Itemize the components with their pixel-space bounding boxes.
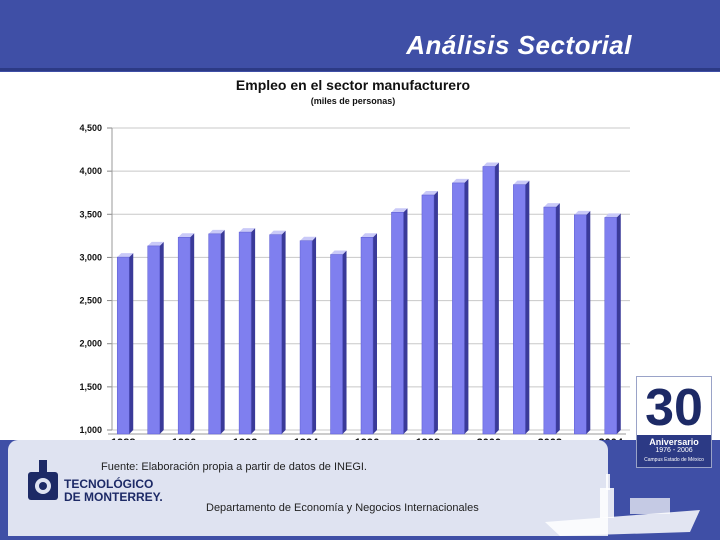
bar xyxy=(482,166,496,435)
y-tick-label: 4,500 xyxy=(79,123,102,133)
bar-top xyxy=(574,210,591,215)
bar-top xyxy=(178,233,195,238)
bar-side xyxy=(616,213,621,434)
bar xyxy=(604,217,618,435)
bar-side xyxy=(220,229,225,434)
y-tick-label: 2,500 xyxy=(79,296,102,306)
badge-line-1: Aniversario xyxy=(649,437,699,447)
bar xyxy=(574,214,587,435)
bar-side xyxy=(129,253,134,434)
x-tick-label: 1994 xyxy=(294,437,319,442)
bar-top xyxy=(361,233,377,238)
x-tick-label: 2000 xyxy=(477,437,501,442)
bar-top xyxy=(208,229,225,234)
page-title: Análisis Sectorial xyxy=(406,30,632,60)
bar-side xyxy=(159,241,164,434)
anniversary-badge: 30 Aniversario 1976 - 2006 Campus Estado… xyxy=(636,376,712,468)
source-note: Fuente: Elaboración propia a partir de d… xyxy=(101,461,367,473)
y-tick-label: 3,500 xyxy=(79,209,102,219)
bar-top xyxy=(604,213,621,218)
header-bar xyxy=(0,0,720,72)
bar-top xyxy=(543,203,560,208)
bar-top xyxy=(452,178,469,183)
logo-line-1: TECNOLÓGICO xyxy=(64,477,154,491)
bar xyxy=(543,206,557,435)
bar-side xyxy=(403,208,408,434)
x-tick-label: 1990 xyxy=(172,437,196,442)
ship-illustration-icon xyxy=(540,470,710,545)
y-tick-label: 3,000 xyxy=(79,252,102,262)
x-tick-label: 1998 xyxy=(416,437,440,442)
bar-top xyxy=(330,250,347,255)
bar-side xyxy=(464,178,469,434)
chart-title: Empleo en el sector manufacturero xyxy=(236,77,470,93)
bar-top xyxy=(300,236,317,241)
badge-band xyxy=(637,435,711,467)
bar xyxy=(238,231,252,435)
bar xyxy=(360,237,374,435)
bar-side xyxy=(494,162,499,434)
y-tick-label: 2,000 xyxy=(79,339,102,349)
bar-chart: Empleo en el sector manufacturero (miles… xyxy=(79,77,630,442)
footer-panel xyxy=(8,440,608,536)
bar-side xyxy=(251,228,256,434)
bar-top xyxy=(391,208,408,213)
bar xyxy=(391,211,404,435)
bar xyxy=(177,237,191,435)
x-tick-label: 1988 xyxy=(111,437,135,442)
bar-side xyxy=(586,210,591,434)
bar xyxy=(299,240,313,435)
bar-side xyxy=(555,203,560,434)
bar-top xyxy=(269,230,286,235)
x-tick-label: 2004 xyxy=(599,437,624,442)
bar-side xyxy=(342,250,347,434)
plot-area: 1,000 1,500 2,000 2,500 3,000 3,500 4,000 4,500… xyxy=(79,123,630,442)
bar-top xyxy=(482,162,499,167)
bar-side xyxy=(190,233,195,434)
bar-top xyxy=(513,180,530,185)
bar xyxy=(330,254,343,435)
badge-line-2: 1976 - 2006 xyxy=(655,447,693,454)
bar-side xyxy=(433,190,438,434)
tec-logo-icon xyxy=(26,458,60,507)
department-name: Departamento de Economía y Negocios Inte… xyxy=(206,502,479,514)
bar-top xyxy=(421,190,438,195)
bar xyxy=(269,234,282,435)
bar-side xyxy=(373,233,377,434)
y-tick-label: 4,000 xyxy=(79,166,102,176)
bar-side xyxy=(312,236,317,434)
y-tick-label: 1,500 xyxy=(79,382,102,392)
bar xyxy=(147,245,160,435)
bar xyxy=(421,194,435,435)
tec-logo-text: TECNOLÓGICO DE MONTERREY. xyxy=(64,478,163,504)
bar-top xyxy=(239,228,256,233)
bar-side xyxy=(525,180,530,434)
chart-subtitle: (miles de personas) xyxy=(311,96,396,106)
badge-number: 30 xyxy=(645,379,703,437)
y-tick-label: 1,000 xyxy=(79,425,102,435)
x-tick-label: 1996 xyxy=(355,437,379,442)
x-tick-label: 1992 xyxy=(233,437,257,442)
bar-top xyxy=(117,253,134,258)
bar xyxy=(513,184,526,435)
bar-top xyxy=(147,241,164,246)
badge-line-3: Campus Estado de México xyxy=(644,457,704,463)
bar xyxy=(116,256,130,435)
bar-side xyxy=(281,230,286,434)
x-tick-label: 2002 xyxy=(538,437,562,442)
bar xyxy=(452,182,465,435)
logo-line-2: DE MONTERREY. xyxy=(64,490,163,504)
header-divider xyxy=(0,68,720,71)
bar xyxy=(208,233,221,435)
